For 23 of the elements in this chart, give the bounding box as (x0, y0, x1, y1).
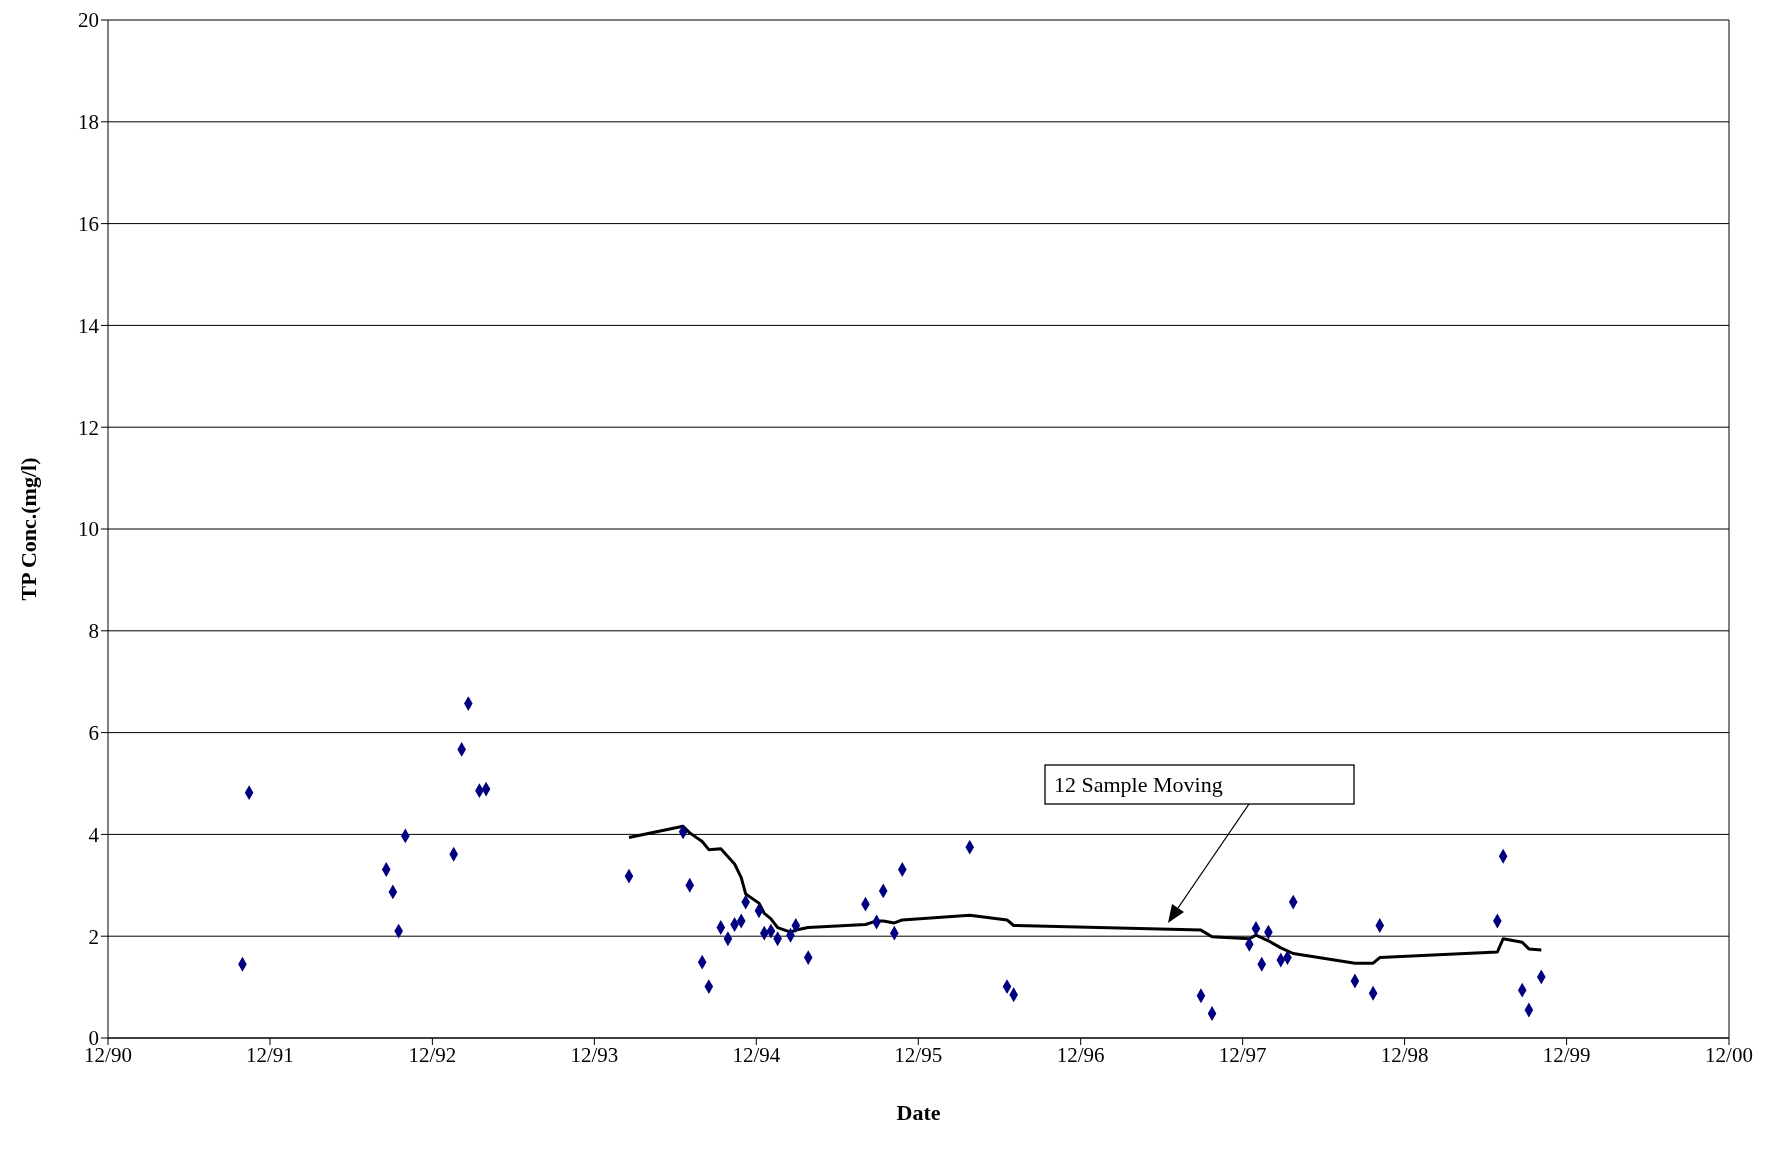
annotation: 12 Sample Moving (1054, 772, 1223, 797)
y-tick-label: 6 (88, 721, 99, 746)
y-tick-label: 12 (78, 415, 99, 440)
y-tick-label: 16 (78, 212, 99, 237)
y-tick-label: 4 (88, 822, 100, 847)
x-tick-label: 12/00 (1705, 1042, 1753, 1067)
x-tick-label: 12/98 (1380, 1042, 1429, 1067)
y-tick-label: 18 (78, 110, 99, 135)
y-tick-label: 14 (78, 313, 100, 338)
y-axis-title: TP Conc.(mg/l) (15, 457, 41, 601)
y-tick-label: 8 (88, 619, 99, 644)
x-tick-label: 12/91 (246, 1042, 294, 1067)
y-tick-label: 20 (78, 8, 99, 33)
x-tick-label: 12/95 (894, 1042, 943, 1067)
y-tick-label: 10 (78, 517, 99, 542)
x-tick-label: 12/92 (408, 1042, 457, 1067)
x-tick-label: 12/99 (1542, 1042, 1591, 1067)
x-tick-label: 12/94 (732, 1042, 781, 1067)
x-tick-label: 12/97 (1218, 1042, 1267, 1067)
x-tick-label: 12/96 (1056, 1042, 1105, 1067)
y-tick-label: 2 (88, 924, 99, 949)
x-axis-title: Date (896, 1100, 941, 1125)
x-tick-label: 12/93 (570, 1042, 619, 1067)
